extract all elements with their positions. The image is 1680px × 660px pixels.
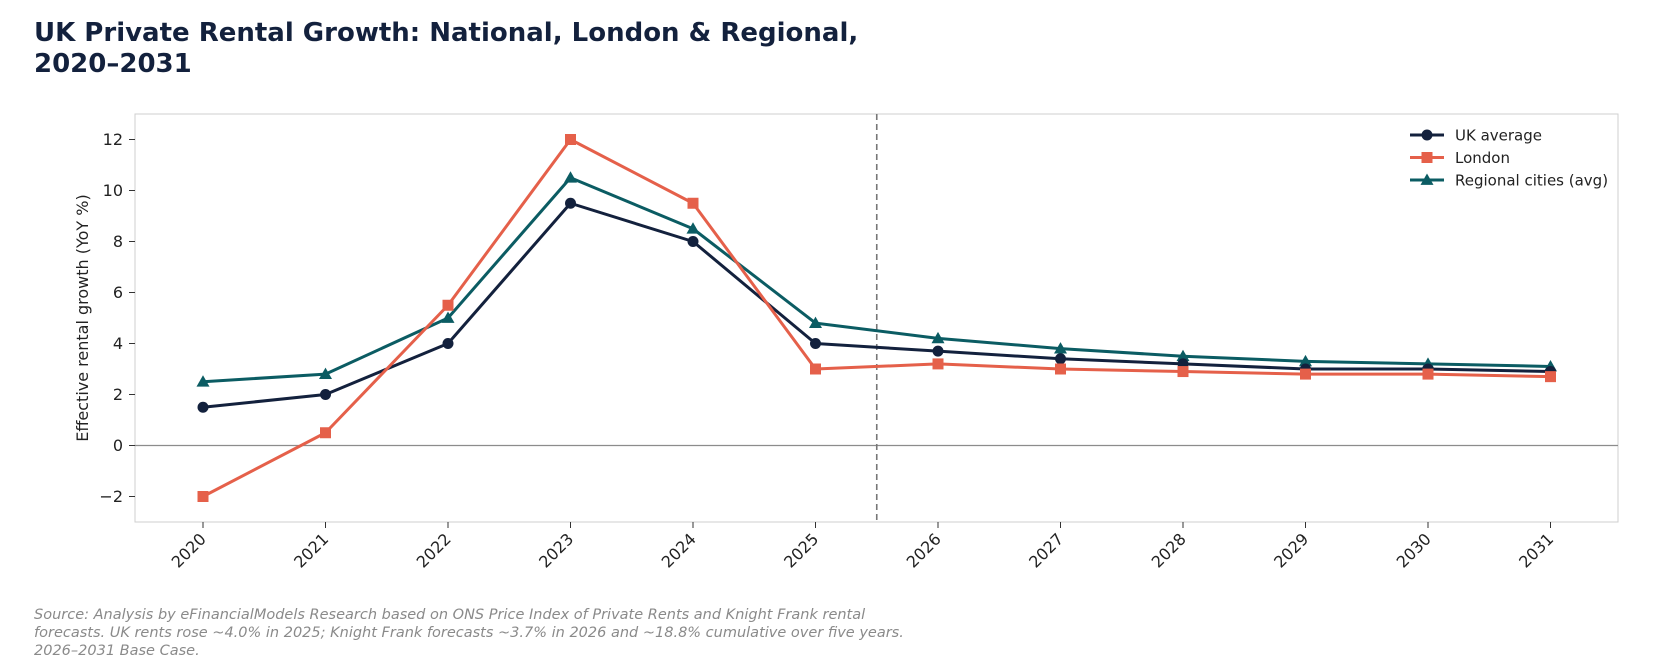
data-point xyxy=(932,358,944,370)
x-tick-label: 2028 xyxy=(1148,529,1190,571)
plot-area: −2 0 2 4 6 8 10 12 2020 2021 2022 2023 2024 2025 2026 2… xyxy=(73,113,1619,572)
data-point xyxy=(1545,371,1556,383)
data-point xyxy=(442,299,454,311)
legend-label: London xyxy=(1455,149,1510,167)
y-tick-label: 12 xyxy=(103,130,123,149)
data-point xyxy=(565,197,576,209)
data-point xyxy=(197,401,209,413)
series-london xyxy=(197,134,1556,502)
y-tick-label: −2 xyxy=(99,487,123,506)
data-point xyxy=(687,197,699,209)
x-tick-label: 2031 xyxy=(1515,529,1557,571)
x-tick-label: 2030 xyxy=(1393,529,1435,571)
x-tick-label: 2021 xyxy=(290,529,332,571)
series-line xyxy=(201,138,1552,498)
legend: UK average London Regional cities (avg) xyxy=(1410,127,1608,190)
source-note: Source: Analysis by eFinancialModels Res… xyxy=(34,607,904,659)
data-point xyxy=(1055,353,1066,365)
data-point xyxy=(1176,349,1190,362)
legend-marker xyxy=(1421,152,1433,163)
y-tick-label: 6 xyxy=(113,283,123,302)
data-point xyxy=(810,338,821,349)
data-point xyxy=(1055,363,1066,375)
x-tick-label: 2020 xyxy=(168,529,210,571)
x-tick-label: 2023 xyxy=(535,529,577,571)
y-axis-label: Effective rental growth (YoY %) xyxy=(73,194,92,441)
data-point xyxy=(1177,366,1189,378)
x-tick-label: 2029 xyxy=(1270,529,1312,571)
data-point xyxy=(810,363,821,375)
legend-label: UK average xyxy=(1455,127,1542,145)
y-tick-label: 4 xyxy=(113,334,123,353)
data-point xyxy=(686,222,700,234)
data-point xyxy=(320,427,331,439)
x-tick-label: 2022 xyxy=(413,529,455,571)
data-point xyxy=(441,311,455,323)
legend-marker xyxy=(1420,173,1434,185)
chart-title: UK Private Rental Growth: National, Lond… xyxy=(34,18,859,79)
data-point xyxy=(932,345,944,357)
data-point xyxy=(319,367,332,379)
y-tick-label: 2 xyxy=(113,385,123,404)
data-point xyxy=(809,316,822,328)
data-point xyxy=(197,491,209,502)
data-point xyxy=(931,331,945,344)
x-tick-label: 2025 xyxy=(780,529,822,571)
data-point xyxy=(442,338,454,349)
x-tick-label: 2026 xyxy=(903,529,945,571)
y-tick-label: 8 xyxy=(113,232,123,251)
y-tick-label: 0 xyxy=(113,436,123,455)
data-point xyxy=(1054,342,1067,354)
legend-label: Regional cities (avg) xyxy=(1455,172,1608,190)
data-point xyxy=(565,134,576,145)
series-line xyxy=(201,201,1552,409)
x-tick-label: 2024 xyxy=(658,529,700,571)
legend-marker xyxy=(1421,129,1433,141)
y-tick-label: 10 xyxy=(103,181,123,200)
data-point xyxy=(1299,354,1312,367)
data-point xyxy=(1422,368,1434,380)
data-point xyxy=(1300,368,1311,380)
data-point xyxy=(196,375,210,387)
data-point xyxy=(564,171,577,183)
data-point xyxy=(687,236,699,247)
data-point xyxy=(320,389,331,400)
x-tick-label: 2027 xyxy=(1025,529,1067,571)
